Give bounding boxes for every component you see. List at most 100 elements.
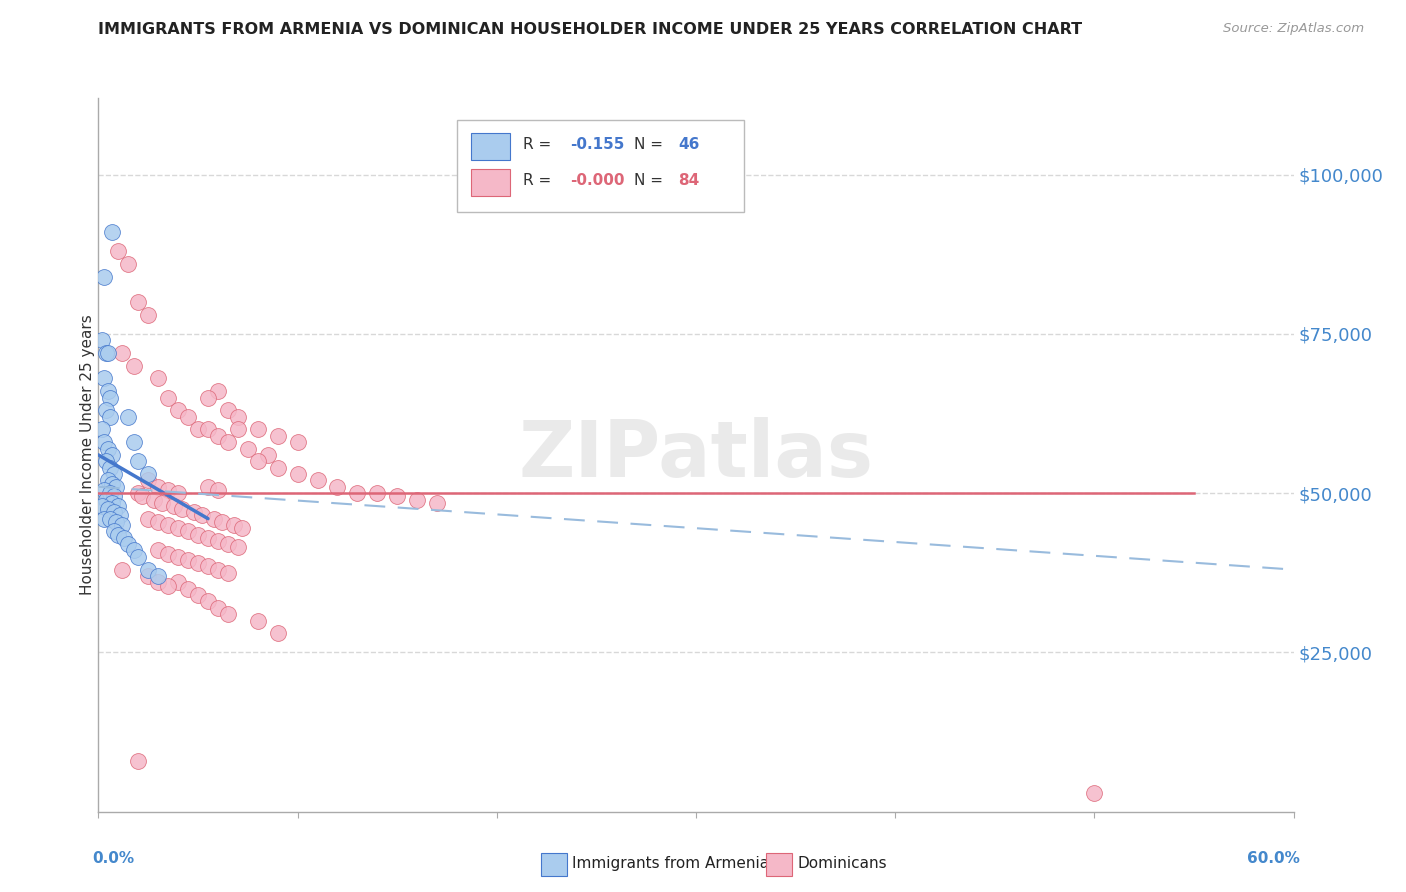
- Point: [127, 295, 149, 310]
- Point: [226, 409, 249, 424]
- Text: 84: 84: [678, 173, 699, 187]
- Point: [96, 454, 118, 468]
- Text: Immigrants from Armenia: Immigrants from Armenia: [572, 856, 769, 871]
- Point: [124, 543, 146, 558]
- Point: [187, 556, 209, 570]
- Point: [98, 486, 122, 500]
- Text: R =: R =: [523, 137, 555, 152]
- Y-axis label: Householder Income Under 25 years: Householder Income Under 25 years: [80, 315, 94, 595]
- Point: [131, 489, 153, 503]
- Point: [127, 486, 149, 500]
- Point: [101, 225, 124, 239]
- Point: [177, 553, 200, 567]
- Point: [111, 563, 134, 577]
- Point: [93, 483, 115, 497]
- Point: [307, 474, 329, 488]
- Point: [187, 588, 209, 602]
- Point: [148, 569, 170, 583]
- Point: [117, 409, 139, 424]
- Point: [93, 269, 115, 284]
- Point: [97, 502, 120, 516]
- Point: [136, 569, 159, 583]
- Point: [97, 384, 120, 399]
- Point: [93, 511, 115, 525]
- Point: [167, 549, 190, 564]
- Point: [157, 547, 180, 561]
- Point: [127, 754, 149, 768]
- Point: [202, 511, 225, 525]
- Point: [136, 511, 159, 525]
- Point: [93, 435, 115, 450]
- Point: [246, 454, 269, 468]
- Point: [191, 508, 214, 523]
- Point: [96, 403, 118, 417]
- Point: [105, 515, 128, 529]
- Point: [207, 483, 229, 497]
- Point: [136, 474, 159, 488]
- Point: [157, 391, 180, 405]
- Point: [167, 575, 190, 590]
- Text: 60.0%: 60.0%: [1247, 851, 1299, 866]
- Point: [143, 492, 166, 507]
- Point: [111, 518, 134, 533]
- Point: [197, 594, 219, 608]
- Point: [207, 429, 229, 443]
- Text: 0.0%: 0.0%: [93, 851, 135, 866]
- Text: Dominicans: Dominicans: [797, 856, 887, 871]
- Point: [117, 537, 139, 551]
- Point: [222, 518, 245, 533]
- Point: [91, 499, 114, 513]
- Point: [177, 409, 200, 424]
- Point: [157, 578, 180, 592]
- Point: [246, 422, 269, 436]
- Point: [112, 531, 135, 545]
- Point: [167, 521, 190, 535]
- Text: Source: ZipAtlas.com: Source: ZipAtlas.com: [1223, 22, 1364, 36]
- Point: [385, 489, 409, 503]
- Point: [207, 384, 229, 399]
- Point: [163, 499, 186, 513]
- Point: [98, 409, 122, 424]
- Text: 46: 46: [678, 137, 699, 152]
- Point: [1083, 786, 1105, 800]
- Point: [197, 422, 219, 436]
- Point: [91, 333, 114, 347]
- Point: [287, 467, 309, 481]
- Point: [150, 496, 173, 510]
- Point: [197, 391, 219, 405]
- Point: [177, 582, 200, 596]
- Point: [172, 502, 194, 516]
- Point: [136, 308, 159, 322]
- Point: [103, 505, 125, 519]
- Point: [117, 257, 139, 271]
- Point: [326, 480, 349, 494]
- Point: [97, 474, 120, 488]
- Point: [256, 448, 278, 462]
- FancyBboxPatch shape: [471, 169, 509, 196]
- Point: [107, 527, 129, 541]
- Point: [101, 476, 124, 491]
- Point: [226, 422, 249, 436]
- Point: [187, 422, 209, 436]
- Point: [346, 486, 368, 500]
- FancyBboxPatch shape: [471, 133, 509, 161]
- Point: [98, 460, 122, 475]
- Point: [217, 607, 239, 622]
- Point: [97, 442, 120, 456]
- Point: [124, 435, 146, 450]
- Point: [107, 499, 129, 513]
- Point: [136, 467, 159, 481]
- Point: [107, 244, 129, 258]
- Point: [211, 515, 233, 529]
- Point: [124, 359, 146, 373]
- Point: [98, 391, 122, 405]
- Point: [426, 496, 449, 510]
- Point: [91, 422, 114, 436]
- Point: [406, 492, 429, 507]
- Text: N =: N =: [634, 137, 668, 152]
- Point: [105, 480, 128, 494]
- Point: [236, 442, 259, 456]
- Point: [96, 346, 118, 360]
- Point: [183, 505, 205, 519]
- FancyBboxPatch shape: [457, 120, 744, 212]
